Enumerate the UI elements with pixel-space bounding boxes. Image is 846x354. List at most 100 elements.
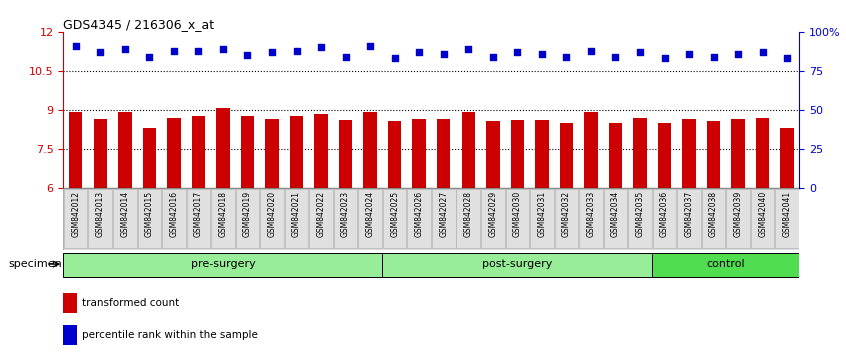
Point [387,56,401,61]
Point [780,56,794,61]
FancyBboxPatch shape [751,189,774,249]
Text: GSM842036: GSM842036 [660,191,669,237]
FancyBboxPatch shape [408,189,431,249]
Bar [511,120,524,188]
Text: GSM842012: GSM842012 [71,191,80,237]
Point [584,48,597,53]
Bar [69,112,82,188]
FancyBboxPatch shape [481,189,504,249]
Bar [388,121,401,188]
FancyBboxPatch shape [212,189,234,249]
FancyBboxPatch shape [629,189,651,249]
Bar [143,128,156,188]
Point [191,48,205,53]
Text: GSM842017: GSM842017 [194,191,203,237]
FancyBboxPatch shape [506,189,529,249]
Bar [707,121,720,188]
Text: GSM842016: GSM842016 [169,191,179,237]
Point [510,49,524,55]
Bar [585,112,597,188]
FancyBboxPatch shape [261,189,283,249]
FancyBboxPatch shape [702,189,725,249]
Bar [339,120,352,188]
Point [608,54,622,59]
FancyBboxPatch shape [604,189,627,249]
Text: GSM842032: GSM842032 [562,191,571,237]
Bar [652,253,799,276]
Text: GSM842031: GSM842031 [537,191,547,237]
Bar [364,112,376,188]
FancyBboxPatch shape [359,189,382,249]
Bar [63,253,382,276]
Text: GSM842020: GSM842020 [267,191,277,237]
Text: control: control [706,259,745,269]
Text: GSM842025: GSM842025 [390,191,399,237]
FancyBboxPatch shape [187,189,210,249]
Point [755,49,769,55]
Bar [732,119,744,188]
Text: GSM842022: GSM842022 [316,191,326,237]
Text: pre-surgery: pre-surgery [190,259,255,269]
Point [706,54,720,59]
Text: GSM842019: GSM842019 [243,191,252,237]
Text: GSM842034: GSM842034 [611,191,620,237]
Bar [168,118,180,188]
FancyBboxPatch shape [138,189,161,249]
FancyBboxPatch shape [113,189,136,249]
FancyBboxPatch shape [162,189,185,249]
Text: GSM842041: GSM842041 [783,191,792,237]
Point [93,49,107,55]
FancyBboxPatch shape [776,189,799,249]
Bar [63,293,77,313]
Point [363,43,376,49]
Text: percentile rank within the sample: percentile rank within the sample [82,330,258,340]
Bar [118,112,131,188]
Point [289,48,303,53]
Point [559,54,573,59]
FancyBboxPatch shape [653,189,676,249]
FancyBboxPatch shape [432,189,455,249]
Text: GSM842029: GSM842029 [488,191,497,237]
Bar [658,123,671,188]
Point [731,51,744,57]
Text: GSM842018: GSM842018 [218,191,228,237]
Point [682,51,695,57]
Bar [756,118,769,188]
Point [216,46,229,52]
Text: GSM842035: GSM842035 [635,191,645,237]
Bar [634,118,646,188]
Bar [315,114,327,188]
FancyBboxPatch shape [457,189,480,249]
Bar [609,123,622,188]
Text: specimen: specimen [8,259,63,269]
Bar [290,116,303,188]
Text: GSM842039: GSM842039 [733,191,743,237]
Text: GSM842024: GSM842024 [365,191,375,237]
Bar [462,112,475,188]
Bar [437,119,450,188]
Point [167,48,180,53]
Text: GSM842026: GSM842026 [415,191,424,237]
Bar [94,119,107,188]
Text: GSM842021: GSM842021 [292,191,301,237]
Bar [266,119,278,188]
Bar [63,325,77,345]
FancyBboxPatch shape [89,189,112,249]
Point [314,45,327,50]
FancyBboxPatch shape [64,189,87,249]
Bar [413,119,426,188]
Point [461,46,475,52]
FancyBboxPatch shape [580,189,602,249]
Point [118,46,131,52]
Bar [536,120,548,188]
Bar [486,121,499,188]
Point [69,43,82,49]
Bar [560,123,573,188]
Text: transformed count: transformed count [82,298,179,308]
Text: post-surgery: post-surgery [482,259,552,269]
Text: GSM842014: GSM842014 [120,191,129,237]
Point [535,51,548,57]
Point [633,49,646,55]
Bar [241,116,254,188]
Text: GSM842038: GSM842038 [709,191,718,237]
